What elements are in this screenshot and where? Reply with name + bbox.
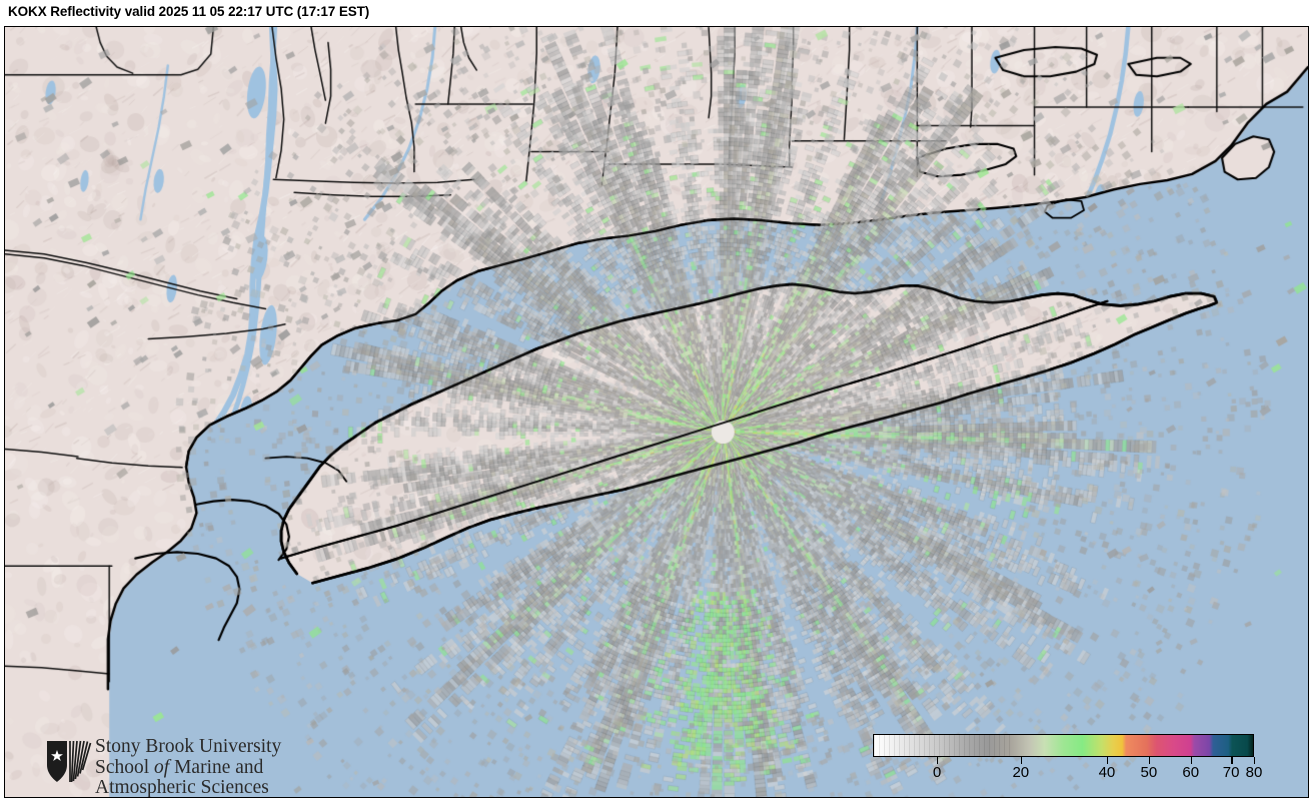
colorbar-ticks <box>873 757 1256 765</box>
stony-brook-logo: Stony Brook University School of Marine … <box>45 736 315 798</box>
colorbar-tick-label: 70 <box>1222 764 1240 781</box>
stony-brook-logo-text: Stony Brook University School of Marine … <box>95 736 282 798</box>
colorbar-tick <box>1190 757 1193 764</box>
colorbar-band-overlay <box>874 735 1011 756</box>
stony-brook-shield-icon <box>47 740 92 783</box>
colorbar-tick-labels: 0 20 40 50 60 70 80 <box>873 764 1263 786</box>
colorbar-gradient-swatch <box>873 734 1254 757</box>
colorbar-tick-label: 0 <box>932 764 942 781</box>
logo-line-2: School of Marine and <box>95 756 264 778</box>
colorbar-tick-label: 60 <box>1182 764 1200 781</box>
colorbar-tick <box>1020 757 1023 764</box>
radar-map-frame[interactable]: 0 20 40 50 60 70 80 Stony Brook University <box>4 26 1309 798</box>
radar-map-canvas[interactable] <box>5 27 1308 797</box>
colorbar-tick <box>1148 757 1151 764</box>
colorbar-tick <box>937 757 939 764</box>
title-bar: KOKX Reflectivity valid 2025 11 05 22:17… <box>0 0 1316 26</box>
logo-line-3: Atmospheric Sciences <box>95 777 269 798</box>
colorbar-tick-label: 20 <box>1012 764 1030 781</box>
colorbar-tick-label: 80 <box>1245 764 1263 781</box>
logo-line-1: Stony Brook University <box>95 736 282 757</box>
colorbar-tick <box>1231 757 1233 764</box>
colorbar-tick-label: 40 <box>1098 764 1116 781</box>
colorbar-tick-label: 50 <box>1140 764 1158 781</box>
page-title: KOKX Reflectivity valid 2025 11 05 22:17… <box>8 4 370 19</box>
colorbar-tick <box>1254 757 1256 764</box>
reflectivity-colorbar: 0 20 40 50 60 70 80 <box>873 734 1273 794</box>
colorbar-tick <box>1106 757 1109 764</box>
